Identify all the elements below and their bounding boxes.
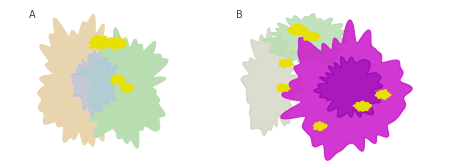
Polygon shape (79, 28, 168, 148)
Polygon shape (313, 122, 327, 130)
Polygon shape (108, 37, 127, 49)
Text: A: A (29, 10, 36, 20)
Polygon shape (303, 31, 320, 41)
Polygon shape (262, 14, 348, 64)
Polygon shape (375, 90, 391, 99)
Text: B: B (236, 10, 243, 20)
Polygon shape (110, 75, 125, 84)
Polygon shape (354, 101, 372, 111)
Polygon shape (38, 15, 133, 146)
Polygon shape (314, 57, 383, 117)
Polygon shape (241, 28, 303, 136)
Polygon shape (281, 20, 412, 160)
Polygon shape (288, 24, 307, 35)
Polygon shape (71, 51, 118, 116)
Polygon shape (277, 84, 290, 92)
Polygon shape (89, 36, 110, 49)
Polygon shape (120, 84, 134, 93)
Polygon shape (280, 59, 293, 68)
